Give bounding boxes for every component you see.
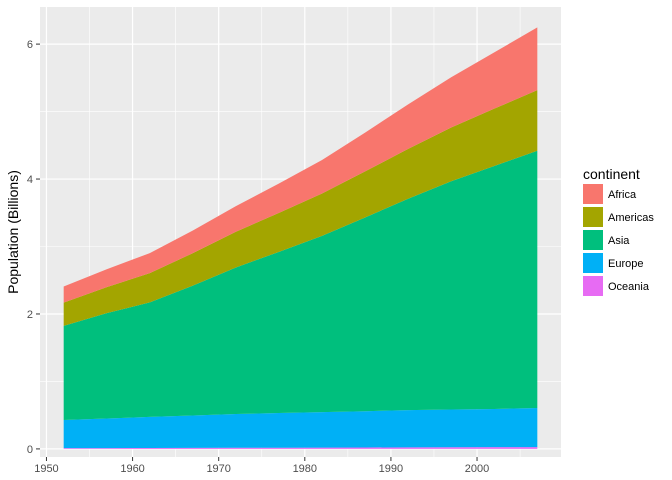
area-africa — [63, 27, 538, 303]
y-axis: 0 2 4 6 — [27, 39, 40, 456]
area-europe — [63, 407, 538, 449]
area-asia — [63, 150, 538, 420]
x-tick-label: 1980 — [293, 463, 317, 475]
x-tick-label: 2000 — [465, 463, 489, 475]
stacked-areas — [63, 27, 538, 449]
legend-key-africa — [583, 184, 603, 204]
y-axis-title: Population (Billions) — [5, 170, 21, 294]
legend-label-asia: Asia — [608, 235, 630, 247]
legend-label-americas: Americas — [608, 212, 654, 224]
legend-key-asia — [583, 230, 603, 250]
area-americas — [63, 90, 538, 326]
y-tick-label: 4 — [27, 174, 33, 186]
x-axis: 1950 1960 1970 1980 1990 2000 — [34, 457, 489, 475]
y-tick-label: 2 — [27, 309, 33, 321]
x-tick-label: 1950 — [34, 463, 58, 475]
legend-key-americas — [583, 207, 603, 227]
legend-title: continent — [583, 166, 640, 182]
area-oceania — [63, 447, 538, 449]
legend-label-oceania: Oceania — [608, 281, 650, 293]
legend: continent Africa Americas Asia Europe Oceani… — [583, 166, 654, 296]
x-tick-label: 1960 — [120, 463, 144, 475]
legend-label-africa: Africa — [608, 189, 637, 201]
x-tick-label: 1990 — [379, 463, 403, 475]
x-tick-label: 1970 — [206, 463, 230, 475]
y-tick-label: 0 — [27, 444, 33, 456]
legend-key-oceania — [583, 276, 603, 296]
legend-label-europe: Europe — [608, 258, 643, 270]
legend-key-europe — [583, 253, 603, 273]
y-tick-label: 6 — [27, 39, 33, 51]
